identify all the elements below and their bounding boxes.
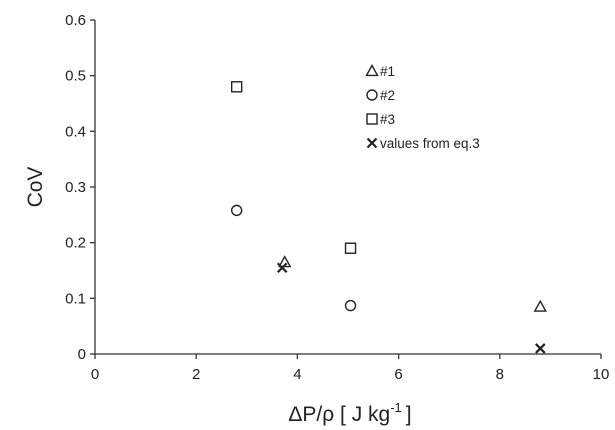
x-tick-label: 10 <box>593 366 610 383</box>
axes <box>94 20 601 355</box>
x-axis-title: ΔP/ρ [ J kg-1] <box>288 400 411 426</box>
legend-item: #2 <box>366 88 395 103</box>
data-point-4 <box>535 343 546 354</box>
y-tick-label: 0.4 <box>65 123 86 140</box>
y-tick-label: 0.5 <box>65 68 86 85</box>
x-tick-label: 2 <box>192 366 200 383</box>
legend-label: #2 <box>380 88 395 103</box>
legend-item: #3 <box>366 112 395 127</box>
legend-marker <box>366 113 378 125</box>
data-point-2 <box>230 204 243 217</box>
data-point-3 <box>344 242 357 254</box>
legend-label: values from eq.3 <box>380 136 480 151</box>
y-tick-label: 0 <box>78 346 86 363</box>
y-tick-label: 0.1 <box>65 290 86 307</box>
data-points <box>230 81 547 354</box>
legend-marker <box>366 89 378 101</box>
legend-item: #1 <box>365 64 395 79</box>
data-point-1 <box>533 299 547 312</box>
legend-marker <box>365 64 379 77</box>
legend-item: values from eq.3 <box>366 136 480 151</box>
axis-ticks: 0 0.1 0.2 0.3 0.4 0.5 0.6 0 2 4 6 8 10 <box>65 12 609 383</box>
y-tick-label: 0.2 <box>65 235 86 252</box>
x-tick-label: 6 <box>394 366 402 383</box>
data-point-2 <box>344 299 357 312</box>
x-axis-title-superscript: -1 <box>390 400 402 415</box>
y-tick-label: 0.3 <box>65 179 86 196</box>
x-axis-title-close: ] <box>406 403 412 426</box>
legend-marker <box>366 137 378 149</box>
y-axis-title: CoV <box>24 167 47 208</box>
legend-label: #3 <box>380 112 395 127</box>
data-point-3 <box>230 81 243 93</box>
y-tick-label: 0.6 <box>65 12 86 29</box>
legend-label: #1 <box>380 64 395 79</box>
data-point-4 <box>276 262 288 273</box>
x-axis-title-main: ΔP/ρ [ J kg <box>288 403 390 426</box>
x-tick-label: 0 <box>91 366 99 383</box>
x-tick-label: 8 <box>496 366 504 383</box>
legend: #1 #2 #3 values from eq.3 <box>365 64 480 151</box>
x-tick-label: 4 <box>293 366 301 383</box>
